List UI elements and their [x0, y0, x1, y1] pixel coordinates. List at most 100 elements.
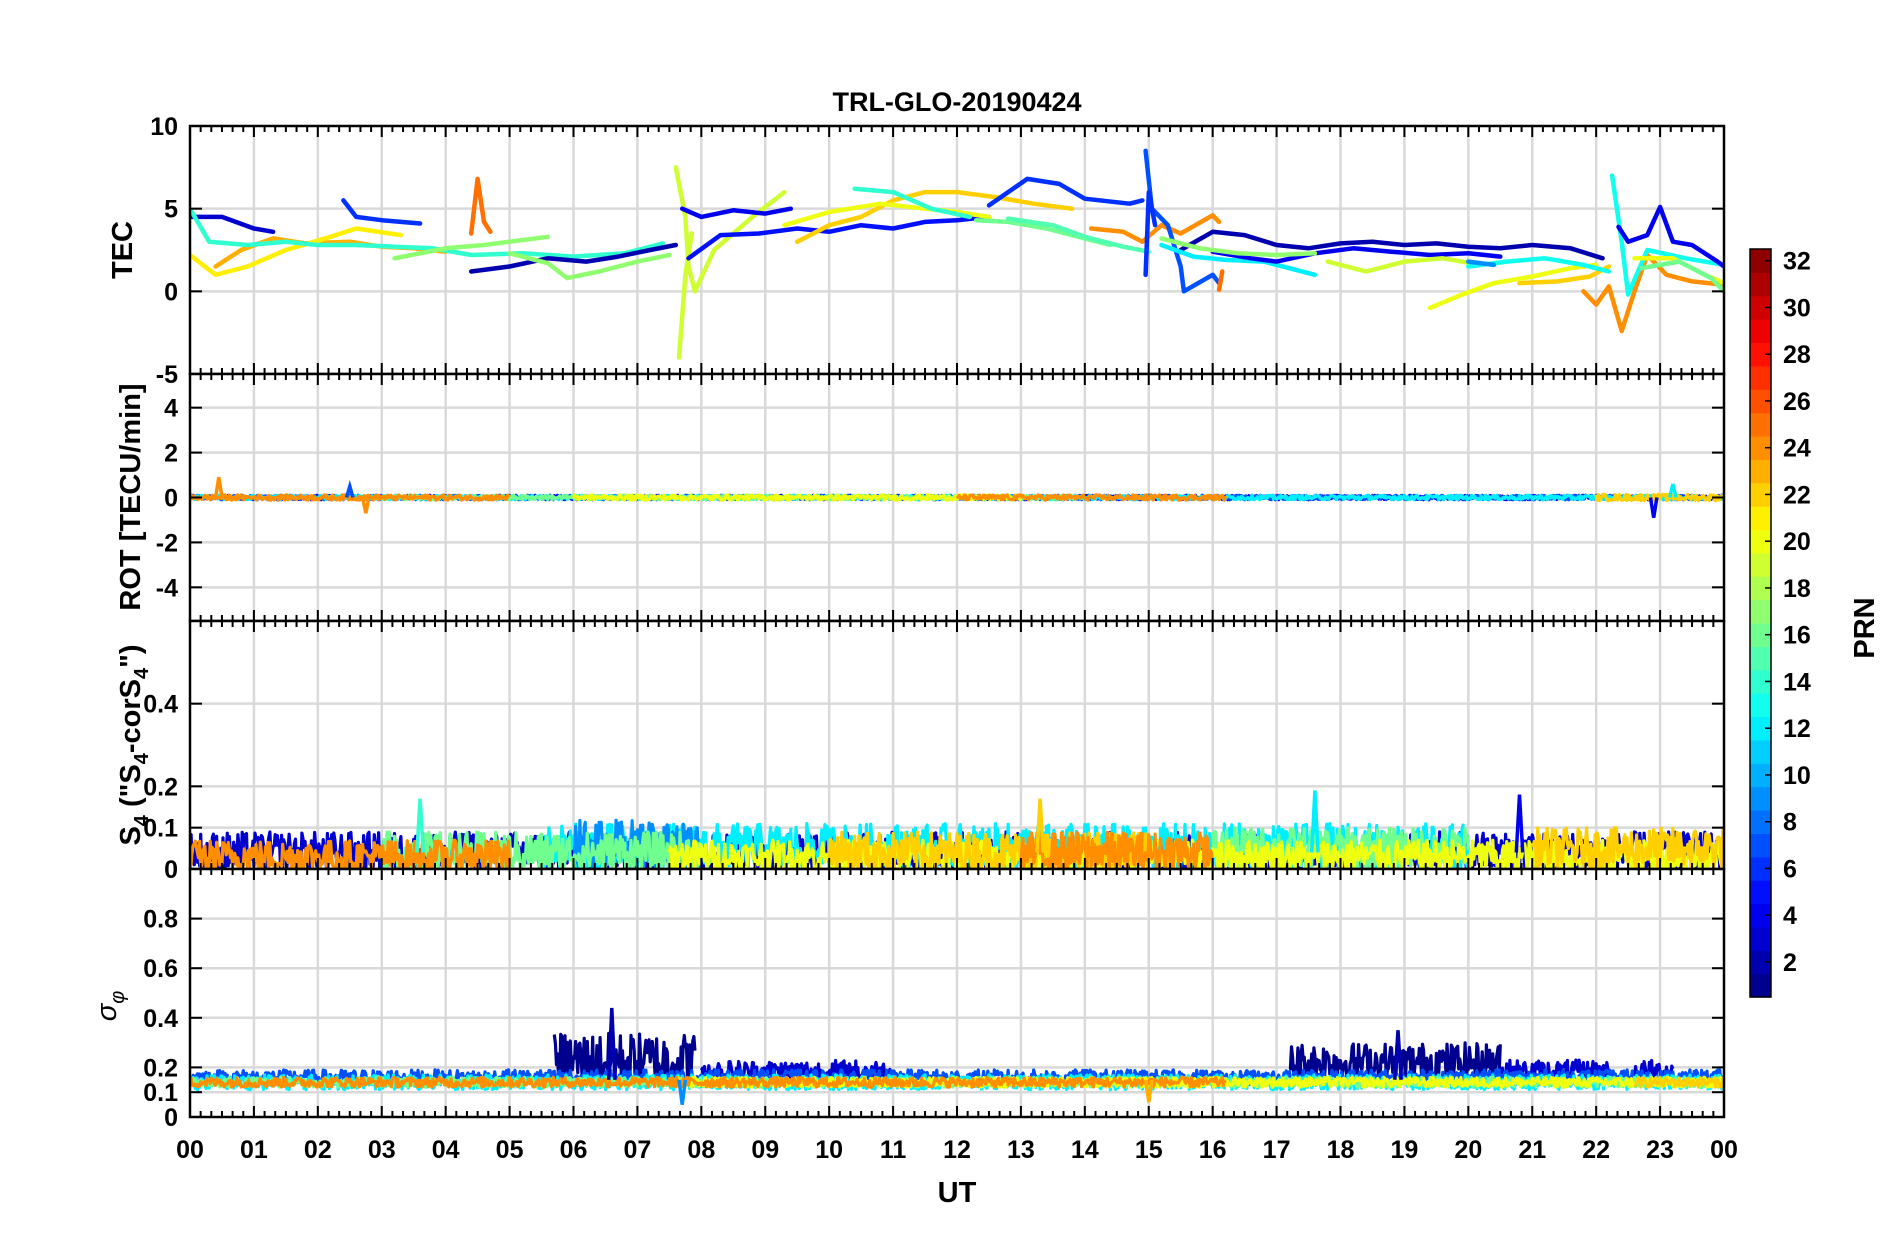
- panel-tec: -5 0 5 10 TEC: [107, 113, 1726, 389]
- colorbar-tick-label: 20: [1783, 528, 1811, 556]
- s4-series-line: [827, 830, 1151, 869]
- colorbar-swatch: [1750, 436, 1771, 460]
- x-tick-label: 01: [240, 1136, 268, 1164]
- sigma-ytick-labels: 00.10.2 0.4 0.6 0.8: [143, 906, 178, 1132]
- s4-ytick-label: 0.4: [143, 691, 178, 719]
- colorbar-tick-label: 4: [1783, 902, 1797, 930]
- sigma-ytick-label: 0.2: [143, 1054, 178, 1082]
- rot-series-line: [190, 493, 511, 502]
- colorbar-tick-label: 18: [1783, 575, 1811, 603]
- x-tick-label: 04: [432, 1136, 460, 1164]
- colorbar-swatch: [1750, 973, 1771, 998]
- rot-ticks: [189, 374, 1725, 621]
- tec-series-line: [1581, 252, 1724, 334]
- tec-series-line: [1159, 242, 1318, 278]
- tec-series-line: [782, 201, 992, 228]
- tec-grid: [190, 126, 1724, 374]
- colorbar-swatch: [1750, 576, 1771, 601]
- colorbar-tick-label: 8: [1783, 809, 1797, 837]
- colorbar-swatch: [1750, 412, 1771, 437]
- colorbar-swatch: [1750, 763, 1771, 788]
- sigma-ylabel: σφ: [91, 991, 129, 1022]
- colorbar-swatch: [1750, 295, 1771, 320]
- colorbar-tick-label: 16: [1783, 622, 1811, 650]
- rot-spike: [213, 477, 224, 498]
- colorbar-swatch: [1750, 342, 1771, 367]
- x-tick-label: 07: [624, 1136, 652, 1164]
- x-tick-label: 00: [176, 1136, 204, 1164]
- rot-ylabel: ROT [TECU/min]: [115, 383, 147, 610]
- tec-series-line: [1159, 236, 1318, 258]
- colorbar-tick-label: 32: [1783, 248, 1811, 276]
- tec-series-line: [190, 226, 404, 278]
- colorbar-swatch: [1750, 856, 1771, 881]
- s4-spike: [415, 798, 426, 853]
- tec-ylabel: TEC: [107, 221, 139, 279]
- tec-data: [190, 148, 1724, 360]
- s4-spike: [1309, 790, 1320, 853]
- x-tick-label: 09: [751, 1136, 779, 1164]
- colorbar-swatches: [1750, 249, 1771, 998]
- tec-series-line: [190, 206, 666, 259]
- x-tick-label: 02: [304, 1136, 332, 1164]
- colorbar-tick-label: 22: [1783, 481, 1811, 509]
- rot-ytick-labels: -4 -2 0 2 4: [156, 395, 178, 603]
- tec-series-line: [1517, 264, 1612, 286]
- tec-ytick-labels: -5 0 5 10: [150, 113, 178, 389]
- sigma-spike: [1393, 1030, 1403, 1080]
- tec-series-line: [1088, 213, 1222, 244]
- s4-ytick-label: 0.2: [143, 773, 178, 801]
- s4-spike: [1514, 794, 1525, 853]
- sigma-ytick-label: 0.1: [143, 1079, 178, 1107]
- sigma-series-line: [552, 1031, 697, 1088]
- colorbar-tick-label: 6: [1783, 855, 1797, 883]
- tec-series-line: [1427, 262, 1599, 311]
- tec-series-line: [507, 251, 672, 281]
- sigma-spike: [606, 1007, 617, 1080]
- rot-spike: [344, 479, 355, 498]
- colorbar-swatch: [1750, 903, 1771, 928]
- tec-series-line: [679, 206, 794, 220]
- panel-s4: 0 0.1 0.2 0.4 S4 ("S4-corS4"): [115, 619, 1726, 884]
- tec-series-line: [1143, 189, 1158, 278]
- tec-series-line: [852, 186, 973, 220]
- colorbar-frame: [1749, 248, 1772, 998]
- colorbar-tick-label: 26: [1783, 388, 1811, 416]
- tec-ytick-label: 0: [164, 278, 178, 306]
- rot-spike: [1667, 483, 1678, 498]
- tec-ytick-label: 10: [150, 113, 178, 141]
- s4-spike: [1035, 798, 1046, 853]
- rot-data: [190, 477, 1724, 518]
- sigma-ytick-label: 0.8: [143, 906, 178, 934]
- x-tick-label: 21: [1518, 1136, 1546, 1164]
- colorbar-swatch: [1750, 365, 1771, 390]
- colorbar-swatch: [1750, 552, 1771, 577]
- colorbar-swatch: [1750, 646, 1771, 671]
- tec-series-line: [1466, 259, 1497, 268]
- tec-series-line: [1638, 259, 1724, 294]
- colorbar-tick-label: 24: [1783, 435, 1811, 463]
- tec-series-line: [1005, 216, 1152, 254]
- x-tick-label: 03: [368, 1136, 396, 1164]
- x-tick-label: 15: [1135, 1136, 1163, 1164]
- tec-series-line: [794, 189, 1075, 244]
- x-tick-label: 00: [1710, 1136, 1738, 1164]
- tec-series-line: [1178, 229, 1605, 261]
- rot-ytick-label: 0: [164, 485, 178, 513]
- colorbar-swatch: [1750, 506, 1771, 531]
- rot-spike: [360, 497, 371, 514]
- x-tick-label: 22: [1582, 1136, 1610, 1164]
- x-tick-label: 19: [1391, 1136, 1419, 1164]
- sigma-spike: [677, 1079, 688, 1105]
- chart-title: TRL-GLO-20190424: [832, 87, 1081, 117]
- rot-series-line: [571, 493, 1023, 502]
- x-tick-label: 12: [943, 1136, 971, 1164]
- sigma-ytick-label: 0.6: [143, 955, 178, 983]
- panel-rot: -4 -2 0 2 4 ROT [TECU/min]: [115, 372, 1726, 623]
- x-tick-label: 05: [496, 1136, 524, 1164]
- colorbar-swatch: [1750, 669, 1771, 694]
- tec-series-line: [392, 234, 551, 261]
